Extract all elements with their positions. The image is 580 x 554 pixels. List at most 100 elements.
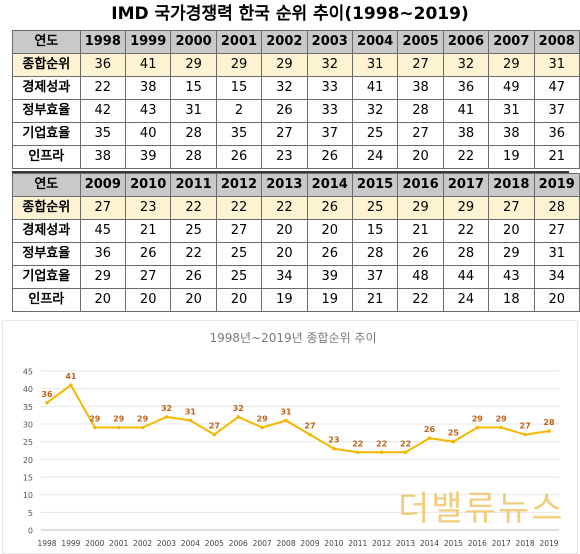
y-tick-label: 25 <box>23 438 33 447</box>
data-point <box>93 425 97 430</box>
row-label-cell: 정부효율 <box>12 242 81 266</box>
row-label-cell: 종합순위 <box>12 196 81 220</box>
rank-value-cell: 29 <box>442 196 490 220</box>
rank-value-cell: 39 <box>124 145 172 169</box>
x-tick-label: 2018 <box>516 539 535 548</box>
year-header-cell: 2012 <box>215 173 263 197</box>
data-point <box>116 425 121 430</box>
data-label: 22 <box>400 439 411 448</box>
rank-value-cell: 32 <box>306 53 353 77</box>
data-label: 32 <box>233 404 244 413</box>
rank-value-cell: 41 <box>351 76 399 100</box>
rank-value-cell: 36 <box>533 122 580 146</box>
rank-value-cell: 44 <box>442 265 490 289</box>
table-row: 기업효율 29 27 26 25 34 39 37 48 44 43 34 <box>12 265 580 289</box>
rank-value-cell: 15 <box>215 76 263 100</box>
rank-value-cell: 36 <box>79 242 127 266</box>
year-header-cell: 2010 <box>124 173 172 197</box>
rank-value-cell: 2 <box>215 99 263 123</box>
header-label-cell: 연도 <box>12 30 81 54</box>
rank-value-cell: 41 <box>124 53 172 77</box>
data-label: 25 <box>448 429 460 438</box>
rank-value-cell: 38 <box>488 122 535 146</box>
rank-value-cell: 35 <box>79 122 127 146</box>
rank-value-cell: 25 <box>170 219 217 243</box>
rank-value-cell: 38 <box>79 145 127 169</box>
rank-value-cell: 20 <box>79 288 127 312</box>
data-label: 29 <box>496 415 508 424</box>
row-label-cell: 기업효율 <box>12 265 81 289</box>
rank-value-cell: 27 <box>124 265 172 289</box>
rank-value-cell: 25 <box>351 196 399 220</box>
rank-value-cell: 32 <box>442 53 490 77</box>
year-header-cell: 2008 <box>533 30 580 54</box>
rank-value-cell: 22 <box>442 145 490 169</box>
rank-value-cell: 27 <box>215 219 263 243</box>
row-label-cell: 기업효율 <box>12 122 81 146</box>
year-header-cell: 2019 <box>533 173 580 197</box>
x-tick-label: 2004 <box>181 539 200 548</box>
rank-value-cell: 22 <box>170 242 217 266</box>
rank-value-cell: 20 <box>488 219 535 243</box>
row-label-cell: 종합순위 <box>12 53 81 77</box>
x-tick-label: 2015 <box>444 539 463 548</box>
rank-value-cell: 27 <box>261 122 308 146</box>
row-label-cell: 인프라 <box>12 145 81 169</box>
year-header-cell: 2007 <box>488 30 535 54</box>
y-tick-label: 30 <box>23 421 33 430</box>
rank-value-cell: 22 <box>215 196 263 220</box>
rank-value-cell: 27 <box>397 53 444 77</box>
rank-value-cell: 29 <box>261 53 308 77</box>
rank-value-cell: 32 <box>261 76 308 100</box>
year-header-cell: 2005 <box>397 30 444 54</box>
rank-value-cell: 22 <box>261 196 308 220</box>
y-tick-label: 0 <box>28 527 33 536</box>
year-header-cell: 2000 <box>170 30 217 54</box>
rank-value-cell: 40 <box>124 122 172 146</box>
x-tick-label: 2016 <box>468 539 487 548</box>
rank-value-cell: 48 <box>397 265 444 289</box>
year-header-cell: 2009 <box>79 173 127 197</box>
data-label: 26 <box>424 425 436 434</box>
table-row: 인프라 20 20 20 20 19 19 21 22 24 18 20 <box>12 288 580 312</box>
rank-value-cell: 19 <box>488 145 535 169</box>
rank-value-cell: 39 <box>306 265 353 289</box>
rank-value-cell: 27 <box>79 196 127 220</box>
data-label: 32 <box>161 404 172 413</box>
rank-value-cell: 22 <box>170 196 217 220</box>
data-label: 29 <box>113 415 125 424</box>
year-header-cell: 2014 <box>306 173 353 197</box>
year-header-cell: 2002 <box>261 30 308 54</box>
data-label: 31 <box>280 407 292 416</box>
table-row: 정부효율 36 26 22 25 20 26 28 26 28 29 31 <box>12 242 580 266</box>
data-point <box>45 401 49 405</box>
data-label: 29 <box>89 415 101 424</box>
rank-value-cell: 43 <box>124 99 172 123</box>
year-header-cell: 2016 <box>397 173 444 197</box>
rank-value-cell: 20 <box>124 288 172 312</box>
data-point <box>284 418 288 423</box>
data-point <box>403 450 408 455</box>
table-header-row: 연도 1998 1999 2000 2001 2002 2003 2004 2005 2006 20… <box>12 30 580 54</box>
rank-value-cell: 26 <box>124 242 172 266</box>
data-point <box>188 418 193 423</box>
data-label: 41 <box>65 372 77 381</box>
rank-value-cell: 31 <box>351 53 399 77</box>
rank-value-cell: 38 <box>442 122 490 146</box>
rank-value-cell: 26 <box>397 242 444 266</box>
rank-value-cell: 19 <box>306 288 353 312</box>
data-point <box>475 425 480 430</box>
x-tick-label: 2006 <box>229 539 248 548</box>
rank-value-cell: 15 <box>170 76 217 100</box>
y-tick-label: 35 <box>23 403 33 412</box>
year-header-cell: 2018 <box>488 173 535 197</box>
x-tick-label: 2009 <box>300 539 319 548</box>
data-label: 23 <box>328 436 339 445</box>
x-tick-label: 2001 <box>109 539 128 548</box>
ranking-table-body: 연도 1998 1999 2000 2001 2002 2003 2004 2005 2006 20… <box>12 30 580 169</box>
ranking-table-2009-2019: 연도 2009 2010 2011 2012 2013 2014 2015 2016 2017 20… <box>12 173 580 312</box>
x-tick-label: 2013 <box>396 539 415 548</box>
rank-value-cell: 20 <box>306 219 353 243</box>
rank-value-cell: 26 <box>261 99 308 123</box>
data-point <box>236 415 241 419</box>
